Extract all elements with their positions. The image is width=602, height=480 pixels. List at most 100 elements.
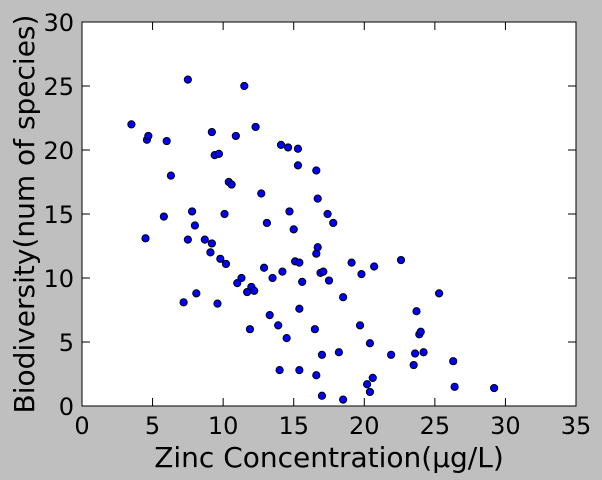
data-point [295, 304, 304, 313]
data-point [192, 289, 201, 298]
y-axis-label: Biodiversity(num of species) [8, 15, 41, 414]
data-point [365, 387, 375, 397]
data-point [334, 348, 343, 357]
data-point [368, 373, 377, 382]
data-point [265, 311, 274, 320]
data-point [339, 293, 348, 302]
data-point [159, 212, 168, 221]
data-point [213, 299, 222, 308]
data-point [250, 286, 259, 295]
y-tick-label: 20 [43, 137, 74, 165]
axis-ticks: 0 5 10 15 20 25 30 35 0 5 10 15 20 25 30 [43, 9, 591, 440]
x-tick-label: 35 [561, 412, 592, 440]
data-point [127, 120, 136, 129]
data-point [347, 258, 356, 267]
y-tick-label: 25 [43, 73, 74, 101]
data-point [190, 221, 200, 230]
x-tick-label: 0 [74, 412, 89, 440]
data-point [410, 349, 420, 358]
data-point [329, 218, 338, 228]
data-point [144, 131, 153, 141]
data-point [324, 276, 334, 285]
data-point [221, 259, 231, 269]
data-point [275, 366, 284, 375]
data-point [319, 267, 328, 276]
data-point [355, 321, 365, 330]
data-point [268, 273, 277, 283]
data-point [312, 166, 321, 175]
data-point [220, 209, 229, 219]
data-point [166, 171, 176, 180]
data-point [317, 391, 327, 400]
data-point [216, 254, 225, 263]
x-tick-label: 30 [490, 412, 521, 440]
data-point [298, 277, 307, 286]
data-point [227, 180, 236, 189]
data-point [434, 289, 444, 298]
data-point [295, 366, 304, 375]
data-point [283, 143, 293, 152]
data-point [179, 298, 188, 307]
data-point [310, 325, 319, 334]
data-point [262, 218, 271, 228]
x-tick-label: 5 [145, 412, 160, 440]
data-point [207, 127, 216, 137]
data-point [278, 267, 287, 276]
data-point [276, 140, 286, 149]
data-point [251, 122, 260, 132]
data-point [312, 371, 321, 380]
data-point [295, 258, 304, 267]
data-point [259, 263, 269, 272]
data-point [419, 348, 428, 357]
data-point [357, 270, 366, 279]
data-point [207, 239, 216, 248]
data-point [365, 339, 375, 348]
data-point [274, 321, 283, 330]
data-point [313, 243, 322, 252]
data-point [240, 81, 249, 91]
y-tick-label: 15 [43, 201, 74, 229]
data-point [183, 235, 192, 244]
data-point [289, 225, 298, 234]
data-point [363, 380, 372, 389]
data-point [233, 279, 242, 288]
data-point [396, 255, 406, 265]
data-point [490, 383, 499, 393]
data-point [162, 136, 171, 146]
data-point [409, 360, 418, 370]
data-point [231, 131, 240, 141]
data-point [285, 207, 294, 216]
data-point [370, 262, 379, 271]
x-axis-label: Zinc Concentration(μg/L) [154, 441, 504, 474]
x-tick-label: 15 [278, 412, 309, 440]
data-point [416, 327, 425, 336]
data-point [200, 235, 209, 244]
x-tick-label: 20 [349, 412, 380, 440]
y-tick-label: 10 [43, 265, 74, 293]
data-point [339, 395, 348, 404]
data-point [387, 350, 396, 359]
x-tick-label: 10 [208, 412, 239, 440]
data-point [245, 325, 255, 334]
data-point [282, 334, 291, 343]
y-tick-label: 5 [59, 329, 74, 357]
y-tick-label: 30 [43, 9, 74, 37]
y-tick-label: 0 [59, 393, 74, 421]
data-point [183, 75, 192, 84]
data-point [214, 149, 224, 158]
data-point [187, 207, 197, 216]
data-point [293, 144, 303, 153]
data-point [257, 189, 266, 198]
data-point [313, 194, 322, 203]
data-point [449, 357, 458, 366]
data-point [317, 350, 327, 359]
x-tick-label: 25 [420, 412, 451, 440]
data-point [412, 307, 421, 316]
data-point [237, 273, 246, 283]
data-points [127, 75, 499, 404]
data-point [206, 248, 215, 257]
data-point [450, 382, 459, 391]
data-point [323, 209, 332, 219]
data-point [293, 161, 303, 170]
